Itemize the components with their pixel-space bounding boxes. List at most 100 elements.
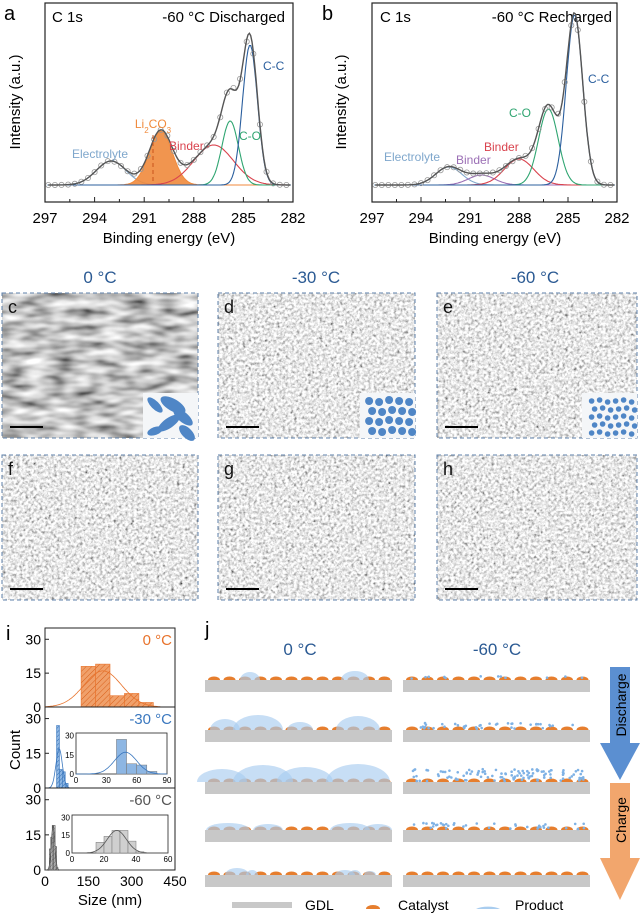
product-particle <box>562 769 565 772</box>
product-particle-icon <box>378 408 387 416</box>
catalyst-particle <box>483 676 496 680</box>
product-particle <box>506 722 510 725</box>
data-point <box>522 152 529 159</box>
x-tick-label: 291 <box>132 210 157 227</box>
subplot-label: -60 °C <box>129 792 172 809</box>
catalyst-particle <box>452 676 465 680</box>
xps-a-condition: -60 °C Discharged <box>162 9 285 26</box>
product-particle <box>580 676 584 679</box>
product-particle <box>494 768 498 772</box>
y-tick-label: 30 <box>25 792 41 808</box>
catalyst-particle <box>316 871 329 875</box>
catalyst-particle <box>452 826 465 830</box>
product-particle <box>432 726 435 730</box>
gdl-layer <box>205 782 392 794</box>
legend-product-swatch <box>476 906 500 909</box>
catalyst-particle <box>285 826 298 830</box>
product-particle <box>441 770 445 774</box>
product-particle <box>465 779 468 782</box>
gdl-layer <box>403 680 590 692</box>
product-particle <box>531 768 534 771</box>
product-particle <box>573 822 577 826</box>
product-particle <box>518 771 521 775</box>
subplot-label: -30 °C <box>129 711 172 728</box>
y-tick-label: 30 <box>25 711 41 727</box>
sem-images: c d e f g h <box>1 292 638 601</box>
product-particle-icon <box>588 430 595 436</box>
sem-image-h <box>437 455 637 600</box>
sem-title-0c: 0 °C <box>83 268 116 287</box>
product-particle <box>464 724 468 728</box>
product-particle-icon <box>596 429 603 435</box>
charge-arrow <box>600 783 640 900</box>
histogram-bar <box>109 695 125 708</box>
product-particle <box>479 723 482 727</box>
inset-x-tick-label: 0 <box>70 855 75 864</box>
data-point <box>424 177 431 184</box>
product-particle <box>479 775 483 779</box>
product-particle-icon <box>368 427 377 435</box>
product-particle-icon <box>375 398 384 406</box>
x-tick-label: 450 <box>163 873 187 889</box>
product-particle-icon <box>596 413 603 419</box>
product-particle <box>526 773 529 777</box>
charge-label: Charge <box>613 797 629 843</box>
product-particle-icon <box>596 397 603 403</box>
product-particle <box>513 727 516 730</box>
product-particle <box>425 779 429 783</box>
xps-plot-a: 297 294 291 288 285 282 Electrolyte Li2CO3 Binde… <box>32 2 306 227</box>
legend-catalyst-swatch <box>366 905 380 909</box>
product-particle <box>521 769 525 773</box>
y-tick-label: 30 <box>25 631 41 647</box>
catalyst-particle <box>437 778 449 782</box>
catalyst-particle <box>576 871 589 875</box>
catalyst-particle <box>499 871 511 875</box>
product-particle-icon <box>604 399 611 405</box>
product-particle <box>510 722 513 726</box>
product-particle-icon <box>405 398 414 406</box>
xps-b-condition: -60 °C Recharged <box>492 9 612 26</box>
product-particle <box>423 725 427 729</box>
panel-label-e: e <box>443 297 453 317</box>
product-particle <box>527 776 530 779</box>
product-particle <box>483 769 486 773</box>
product-particle <box>516 774 519 777</box>
y-tick-label: 0 <box>33 780 41 796</box>
y-tick-label: 15 <box>25 665 41 681</box>
gdl-layer <box>205 830 392 842</box>
product-particle-icon <box>631 407 638 413</box>
catalyst-particle <box>378 676 391 680</box>
xps-a-core-label: C 1s <box>52 9 83 26</box>
product-particle-icon <box>628 415 635 421</box>
product-particle <box>492 822 496 825</box>
catalyst-particle <box>530 676 542 680</box>
product-particle <box>470 770 474 773</box>
catalyst-particle <box>406 778 418 782</box>
product-particle <box>427 675 431 679</box>
product-dome <box>330 823 370 830</box>
product-particle <box>411 769 415 773</box>
catalyst-particle <box>437 676 449 680</box>
product-particle <box>437 774 440 778</box>
product-particle <box>448 769 451 772</box>
data-point <box>437 167 444 174</box>
product-particle <box>541 726 545 730</box>
product-particle <box>456 723 460 727</box>
product-particle-icon <box>588 414 595 420</box>
product-particle <box>464 824 468 827</box>
data-point <box>144 152 151 159</box>
inset-x-tick-label: 20 <box>100 855 109 864</box>
component-electrolyte <box>375 166 615 186</box>
x-tick-label: 282 <box>604 210 629 227</box>
panel-label-j: j <box>204 619 209 641</box>
product-particle <box>481 767 485 771</box>
product-particle <box>427 726 430 730</box>
data-point <box>177 159 184 166</box>
catalyst-particle <box>514 871 527 875</box>
product-particle <box>564 826 568 830</box>
sem-title-60c: -60 °C <box>511 268 559 287</box>
product-particle <box>499 775 502 779</box>
inset-bar <box>126 763 137 775</box>
x-tick-label: 285 <box>555 210 580 227</box>
catalyst-particle <box>316 726 329 730</box>
